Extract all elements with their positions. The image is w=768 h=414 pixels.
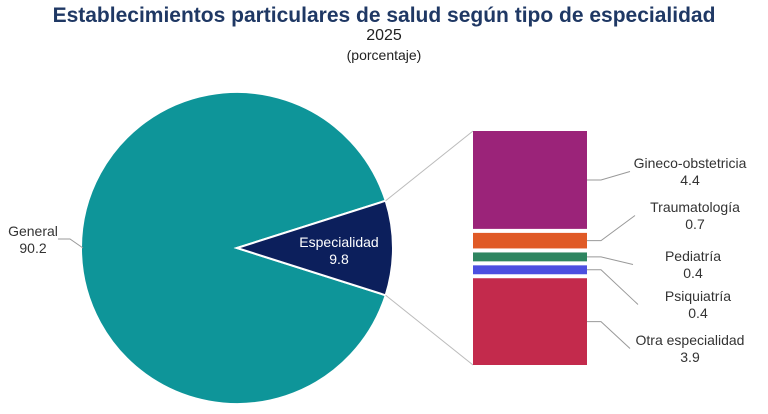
pie-label-especialidad: Especialidad <box>299 234 378 250</box>
leader-line-psiquiatria <box>587 269 639 305</box>
pie-value-especialidad: 9.8 <box>329 251 349 267</box>
bar-value-pediatria: 0.4 <box>683 265 703 281</box>
bar-segment-psiquiatria <box>473 265 587 275</box>
chart-title: Establecimientos particulares de salud s… <box>52 4 716 27</box>
chart-subtitle: 2025 <box>366 27 402 44</box>
pie-value-general: 90.2 <box>19 240 46 256</box>
bar-label-gineco-obstetricia: Gineco-obstetricia <box>634 155 747 171</box>
connector-line-top <box>385 130 474 202</box>
bar-segment-gineco-obstetricia <box>473 131 587 229</box>
leader-line-gineco-obstetricia <box>587 171 631 181</box>
pie-slice-general <box>80 91 387 405</box>
bar-segment-pediatria <box>473 252 587 262</box>
bar-label-psiquiatria: Psiquiatría <box>665 288 731 304</box>
bar-value-traumatologia: 0.7 <box>685 216 705 232</box>
pie-slice-especialidad <box>233 199 394 297</box>
bar-segment-otra-especialidad <box>473 278 587 365</box>
bar-value-gineco-obstetricia: 4.4 <box>680 172 700 188</box>
chart-unit-label: (porcentaje) <box>346 47 422 63</box>
connector-line-bottom <box>385 294 474 366</box>
leader-line-traumatologia <box>587 215 636 242</box>
bar-label-otra-especialidad: Otra especialidad <box>636 332 745 348</box>
bar-value-psiquiatria: 0.4 <box>688 305 708 321</box>
leader-line-general <box>58 238 84 249</box>
leader-line-pediatria <box>587 256 634 265</box>
leader-line-otra-especialidad <box>587 321 631 349</box>
bar-label-traumatologia: Traumatología <box>650 199 740 215</box>
bar-value-otra-especialidad: 3.9 <box>680 349 700 365</box>
bar-segment-traumatologia <box>473 232 587 249</box>
pie-label-general: General <box>8 223 58 239</box>
bar-label-pediatria: Pediatría <box>665 248 721 264</box>
